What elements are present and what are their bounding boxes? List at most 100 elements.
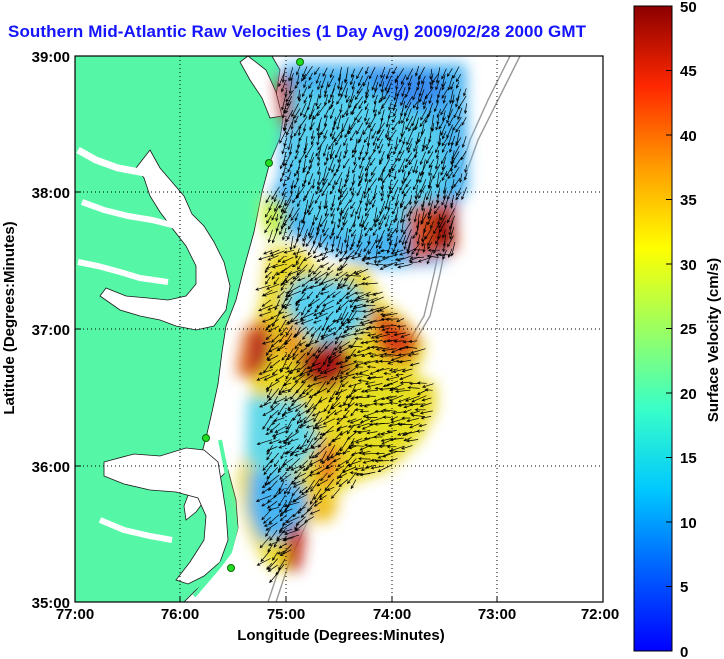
velocity-arrow	[370, 220, 377, 232]
velocity-arrow	[441, 81, 447, 91]
velocity-arrow	[300, 374, 314, 384]
velocity-arrow	[398, 158, 406, 174]
velocity-arrow	[354, 88, 363, 101]
velocity-arrow	[353, 157, 357, 166]
velocity-arrow	[266, 283, 280, 290]
velocity-arrow	[384, 75, 392, 92]
velocity-arrow	[327, 472, 334, 478]
velocity-arrow	[370, 333, 383, 339]
velocity-arrow	[332, 457, 341, 463]
velocity-arrow	[279, 207, 285, 220]
velocity-arrow	[428, 159, 435, 169]
velocity-arrow	[264, 271, 272, 279]
velocity-arrow	[311, 444, 322, 449]
velocity-arrow	[384, 194, 390, 210]
velocity-arrow	[321, 166, 327, 182]
velocity-arrow	[370, 345, 383, 349]
velocity-arrow	[319, 234, 329, 248]
velocity-arrow	[421, 228, 425, 243]
velocity-arrow	[366, 431, 378, 435]
velocity-arrow	[401, 234, 407, 246]
velocity-arrow	[322, 67, 328, 77]
velocity-arrow	[365, 66, 369, 75]
velocity-arrow	[370, 465, 384, 470]
velocity-arrow	[357, 379, 369, 383]
velocity-arrow	[302, 165, 308, 174]
bay-tributary-2	[80, 199, 177, 229]
velocity-arrow	[290, 73, 294, 82]
velocity-arrow	[350, 255, 362, 260]
velocity-arrow	[366, 383, 383, 388]
velocity-arrow	[380, 438, 392, 442]
velocity-arrow	[356, 348, 370, 354]
velocity-arrow	[321, 282, 334, 291]
velocity-arrow	[281, 388, 293, 393]
velocity-arrow	[343, 326, 355, 333]
velocity-arrow	[419, 410, 433, 415]
velocity-arrow	[432, 164, 441, 180]
velocity-arrow	[286, 290, 302, 298]
velocity-arrow	[336, 283, 342, 290]
velocity-arrow	[258, 254, 273, 261]
y-tick-label: 39:00	[32, 49, 70, 66]
velocity-arrow	[379, 74, 386, 88]
velocity-arrow	[397, 397, 411, 403]
velocity-arrow	[330, 374, 343, 380]
velocity-arrow	[408, 339, 418, 344]
velocity-arrow	[338, 341, 350, 349]
velocity-arrow	[426, 254, 439, 258]
velocity-arrow	[324, 478, 335, 492]
velocity-arrow	[339, 430, 349, 436]
velocity-arrow	[270, 396, 279, 409]
velocity-arrow	[413, 138, 419, 153]
velocity-arrow	[428, 178, 433, 190]
velocity-arrow	[336, 228, 343, 240]
velocity-arrow	[281, 353, 288, 361]
velocity-arrow	[309, 122, 315, 131]
velocity-arrow	[349, 74, 355, 86]
velocity-arrow	[338, 346, 350, 354]
velocity-arrow	[265, 334, 272, 341]
velocity-arrow	[259, 401, 272, 408]
velocity-arrow	[356, 291, 371, 299]
axis-tick-marks	[75, 191, 498, 602]
velocity-arrow	[450, 241, 456, 257]
velocity-arrow	[310, 136, 316, 146]
velocity-arrow	[344, 402, 355, 412]
velocity-arrow	[309, 270, 322, 282]
barrier-islands	[192, 439, 239, 598]
velocity-arrow	[284, 338, 292, 345]
velocity-arrow	[300, 318, 314, 325]
velocity-arrow	[353, 360, 363, 364]
velocity-arrow	[315, 187, 321, 195]
velocity-arrow	[348, 94, 355, 109]
velocity-arrow	[399, 131, 406, 143]
velocity-arrow	[440, 124, 446, 137]
velocity-arrow	[335, 466, 343, 471]
velocity-arrow	[425, 151, 434, 165]
bay-tributary-1	[76, 146, 161, 180]
velocity-arrow	[367, 333, 377, 337]
velocity-arrow	[269, 529, 278, 541]
velocity-arrow	[285, 325, 293, 337]
velocity-arrow	[405, 108, 412, 122]
velocity-arrow	[285, 121, 293, 136]
velocity-arrow	[363, 241, 371, 253]
velocity-arrow	[309, 152, 314, 164]
velocity-arrow	[392, 368, 406, 373]
velocity-arrow	[387, 136, 392, 147]
velocity-arrow	[449, 226, 455, 240]
velocity-arrow	[265, 431, 273, 436]
velocity-arrow	[307, 242, 316, 256]
velocity-arrow	[342, 207, 349, 220]
velocity-arrow	[344, 324, 362, 329]
velocity-arrow	[294, 213, 299, 222]
velocity-arrow	[299, 417, 315, 426]
velocity-arrow	[435, 122, 439, 131]
velocity-arrow	[308, 472, 320, 477]
velocity-arrow	[338, 373, 355, 379]
velocity-arrow	[399, 208, 404, 224]
velocity-arrow	[301, 306, 307, 316]
velocity-arrow	[309, 451, 315, 460]
velocity-arrow	[255, 495, 272, 502]
